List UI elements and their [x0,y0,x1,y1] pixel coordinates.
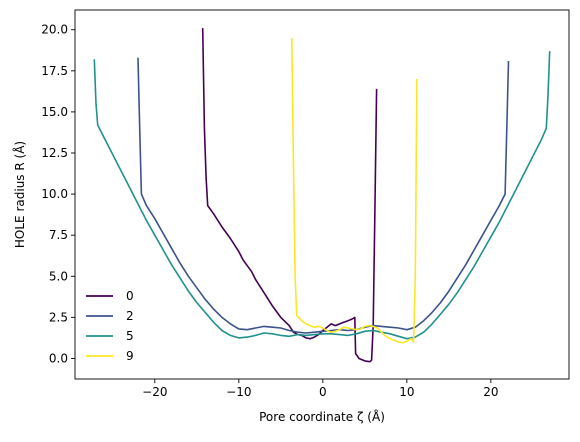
legend-label-5: 5 [126,329,134,343]
y-tick-label: 2.5 [49,310,68,324]
x-axis-ticks: −20 −10 0 10 20 [142,379,499,399]
plot-background [75,10,569,379]
x-tick-label: −20 [142,385,167,399]
plot-frame [74,9,570,380]
x-tick-label: 0 [319,385,327,399]
y-axis-ticks: 0.0 2.5 5.0 7.5 10.0 12.5 15.0 17.5 20.0 [41,23,75,365]
series-line-0 [201,28,378,363]
y-tick-label: 12.5 [41,146,68,160]
y-tick-label: 17.5 [41,64,68,78]
y-tick-label: 10.0 [41,187,68,201]
series-layer [93,28,551,363]
series-line-2 [137,57,510,334]
series-line-5 [93,51,551,340]
y-tick-label: 7.5 [49,228,68,242]
y-tick-label: 15.0 [41,105,68,119]
legend-label-9: 9 [126,349,134,363]
y-tick-label: 5.0 [49,269,68,283]
x-tick-label: −10 [226,385,251,399]
legend-label-2: 2 [126,309,134,323]
legend-label-0: 0 [126,289,134,303]
legend: 0 2 5 9 [86,289,134,363]
y-tick-label: 0.0 [49,351,68,365]
x-tick-label: 20 [483,385,498,399]
series-line-9 [291,37,418,344]
y-axis-label: HOLE radius R (Å) [12,141,27,248]
y-tick-label: 20.0 [41,23,68,37]
x-tick-label: 10 [399,385,414,399]
x-axis-label: Pore coordinate ζ (Å) [259,409,385,424]
